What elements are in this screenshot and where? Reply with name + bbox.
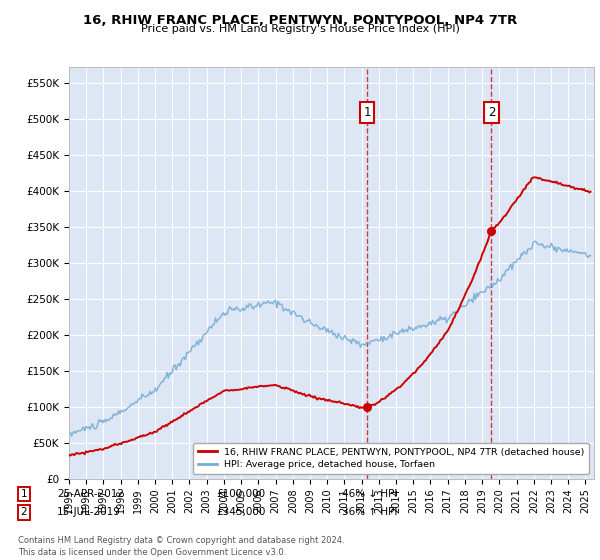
Text: 1: 1 bbox=[20, 489, 28, 499]
Text: 15-JUL-2019: 15-JUL-2019 bbox=[57, 507, 121, 517]
Text: £100,000: £100,000 bbox=[216, 489, 265, 499]
Text: 2: 2 bbox=[488, 106, 495, 119]
Text: 25-APR-2012: 25-APR-2012 bbox=[57, 489, 124, 499]
Text: Price paid vs. HM Land Registry's House Price Index (HPI): Price paid vs. HM Land Registry's House … bbox=[140, 24, 460, 34]
Text: £345,000: £345,000 bbox=[216, 507, 265, 517]
Text: 36% ↑ HPI: 36% ↑ HPI bbox=[342, 507, 397, 517]
Text: 1: 1 bbox=[364, 106, 371, 119]
Text: 2: 2 bbox=[20, 507, 28, 517]
Text: 16, RHIW FRANC PLACE, PENTWYN, PONTYPOOL, NP4 7TR: 16, RHIW FRANC PLACE, PENTWYN, PONTYPOOL… bbox=[83, 14, 517, 27]
Text: Contains HM Land Registry data © Crown copyright and database right 2024.
This d: Contains HM Land Registry data © Crown c… bbox=[18, 536, 344, 557]
Text: 46% ↓ HPI: 46% ↓ HPI bbox=[342, 489, 397, 499]
Legend: 16, RHIW FRANC PLACE, PENTWYN, PONTYPOOL, NP4 7TR (detached house), HPI: Average: 16, RHIW FRANC PLACE, PENTWYN, PONTYPOOL… bbox=[193, 443, 589, 474]
